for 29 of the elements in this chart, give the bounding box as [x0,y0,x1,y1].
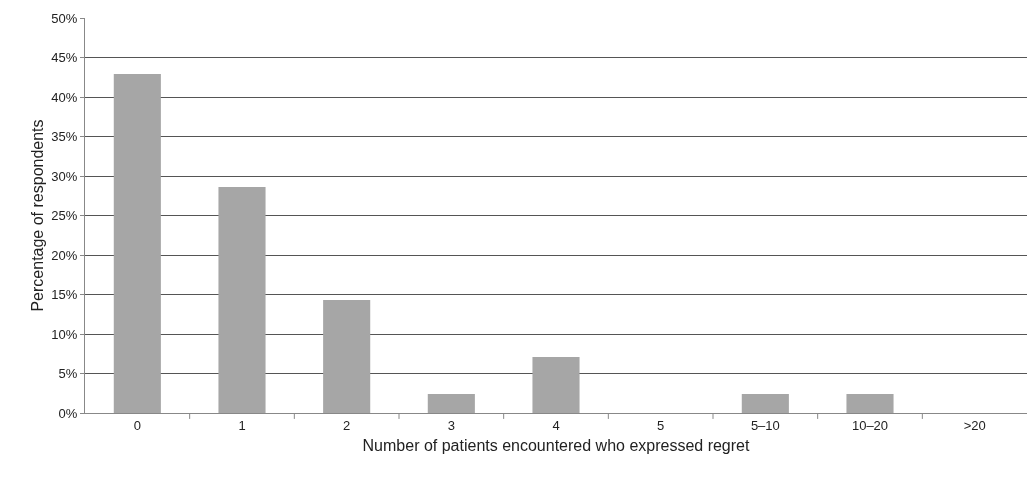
x-tick-label: 2 [343,417,351,433]
y-axis-title: Percentage of respondents [29,119,46,312]
y-tick-label: 0% [58,405,78,421]
y-tick-label: 25% [51,208,78,224]
x-tick-label: 3 [447,417,455,433]
bar [532,356,580,413]
x-tick-label: 10–20 [851,417,889,433]
y-tick-label: 40% [51,89,78,105]
y-tick-label: 15% [51,287,78,303]
x-tick-label: >20 [963,417,986,433]
y-tick-label: 30% [51,168,78,184]
bar [113,74,161,413]
y-tick-label: 45% [51,50,78,66]
x-axis-title: Number of patients encountered who expressed regret [362,437,750,455]
bar [218,187,266,413]
x-tick-label: 0 [133,417,141,433]
bar [741,394,789,413]
x-tick-label: 4 [552,417,560,433]
bar [323,300,371,413]
y-tick-label: 10% [51,326,78,342]
x-tick-label: 5 [657,417,665,433]
y-tick-label: 20% [51,247,78,263]
x-tick-label: 5–10 [750,417,780,433]
bar [427,394,475,413]
y-tick-label: 50% [51,10,78,26]
x-tick-label: 1 [238,417,246,433]
bar [846,394,894,413]
y-tick-label: 5% [58,366,78,382]
y-tick-label: 35% [51,129,78,145]
